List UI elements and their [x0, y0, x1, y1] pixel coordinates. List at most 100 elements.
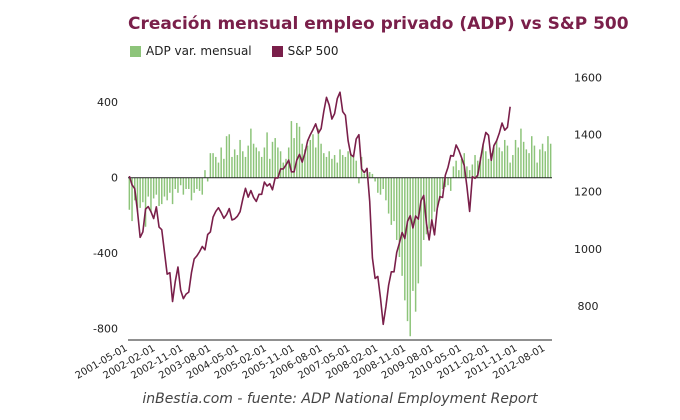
adp-bar — [517, 147, 519, 178]
adp-bar — [409, 177, 411, 337]
adp-bar — [406, 177, 409, 322]
adp-bar — [190, 177, 193, 201]
adp-bar — [528, 153, 530, 178]
adp-bar — [377, 177, 379, 193]
y-right-tick-label: 1000 — [574, 243, 602, 256]
adp-bar — [163, 177, 166, 197]
adp-bar — [320, 143, 322, 178]
adp-bar — [166, 177, 168, 201]
adp-bar — [250, 128, 252, 178]
adp-bar — [422, 177, 425, 240]
adp-bar — [158, 177, 160, 206]
adp-bar — [520, 128, 522, 178]
adp-bar — [242, 151, 244, 178]
adp-bar — [136, 177, 139, 212]
adp-bar — [460, 158, 463, 178]
y-right-tick-label: 1400 — [574, 129, 602, 142]
adp-bar — [325, 156, 328, 178]
adp-bar — [231, 156, 233, 178]
adp-bar — [536, 162, 538, 178]
adp-bar — [201, 177, 204, 195]
adp-bar — [228, 134, 231, 178]
adp-bar — [244, 156, 247, 178]
adp-bar — [279, 151, 282, 178]
adp-bar — [223, 158, 225, 178]
adp-bar — [171, 177, 174, 205]
adp-bar — [414, 177, 417, 312]
adp-bar — [285, 158, 287, 178]
adp-bar — [485, 151, 487, 178]
adp-bar — [471, 164, 474, 178]
adp-bar — [512, 155, 514, 178]
adp-bar — [504, 139, 506, 178]
adp-bar — [444, 177, 447, 188]
adp-bar — [282, 162, 285, 178]
adp-bar — [482, 143, 484, 178]
adp-bar — [255, 147, 258, 178]
legend-label-adp: ADP var. mensual — [146, 44, 252, 58]
adp-bar — [385, 177, 387, 201]
adp-bar — [501, 151, 503, 178]
adp-bar — [323, 153, 325, 178]
adp-bar — [225, 136, 228, 178]
adp-bar — [525, 149, 528, 178]
legend-swatch-adp — [130, 45, 141, 57]
adp-bar — [344, 156, 347, 178]
adp-bar — [147, 177, 149, 197]
adp-bar — [258, 151, 260, 178]
adp-bar — [239, 139, 241, 178]
adp-bar — [425, 177, 428, 235]
adp-bar — [269, 158, 271, 178]
adp-bar — [506, 145, 509, 178]
adp-bar — [379, 177, 382, 195]
adp-bar — [401, 177, 403, 276]
adp-bar — [547, 136, 549, 178]
adp-bar — [466, 166, 468, 178]
adp-bar — [447, 177, 449, 186]
adp-bar — [314, 147, 317, 178]
adp-bar — [539, 149, 541, 178]
adp-bar — [350, 153, 352, 178]
adp-bar — [179, 177, 182, 186]
adp-bar — [209, 153, 212, 178]
legend-label-sp500: S&P 500 — [287, 44, 339, 58]
adp-bar — [514, 139, 517, 178]
adp-bar — [487, 158, 490, 178]
adp-bar — [331, 158, 333, 178]
adp-bar — [161, 177, 163, 205]
adp-bar — [363, 173, 366, 178]
adp-bar — [182, 177, 185, 195]
adp-bar — [185, 177, 187, 190]
adp-bar — [198, 177, 201, 191]
adp-bar — [263, 147, 266, 178]
adp-bar — [304, 149, 306, 178]
adp-bar — [336, 162, 339, 178]
adp-bar — [498, 147, 501, 178]
adp-bar — [522, 141, 525, 178]
adp-bar — [531, 136, 533, 178]
y-right-tick-label: 1200 — [574, 186, 602, 199]
adp-bar — [449, 177, 452, 191]
adp-bar — [169, 177, 171, 193]
adp-bar — [206, 177, 209, 182]
adp-bar — [150, 177, 152, 212]
legend-swatch-sp500 — [271, 45, 283, 57]
adp-bar — [355, 160, 357, 178]
adp-bar — [533, 145, 536, 178]
adp-bar — [155, 177, 158, 195]
adp-bar — [382, 177, 384, 190]
adp-bar — [509, 162, 511, 178]
adp-bar — [252, 143, 255, 178]
adp-bar — [493, 147, 495, 178]
adp-bar — [368, 172, 371, 178]
adp-bar — [217, 162, 220, 178]
adp-bar — [393, 177, 395, 222]
y-left-tick-label: 400 — [97, 96, 118, 109]
adp-bar — [266, 132, 268, 178]
adp-bar — [490, 153, 492, 178]
adp-bar — [196, 177, 198, 190]
adp-bar — [468, 170, 471, 178]
adp-bar — [371, 173, 374, 178]
adp-bar — [436, 177, 438, 210]
